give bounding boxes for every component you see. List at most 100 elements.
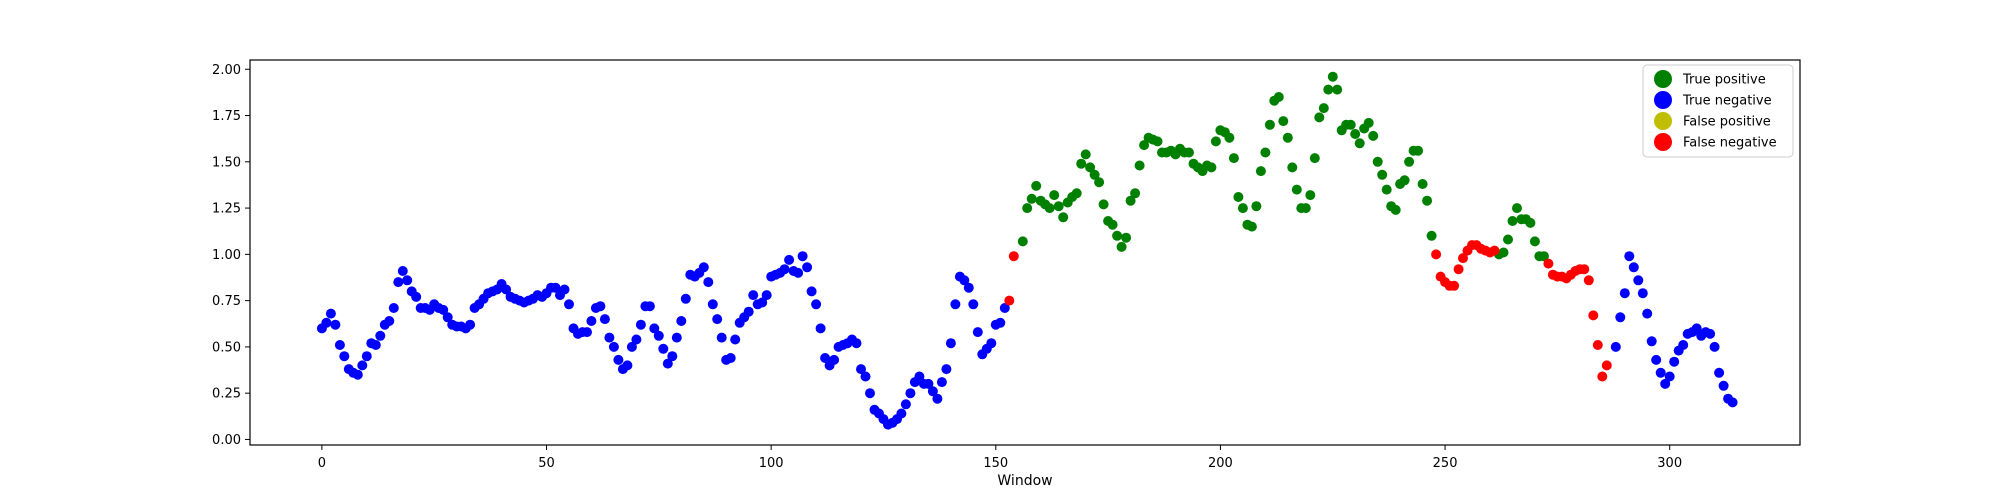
data-point-true-negative — [599, 314, 610, 325]
data-point-true-positive — [1332, 84, 1343, 95]
data-point-true-negative — [653, 330, 664, 341]
y-tick-label: 1.00 — [212, 248, 241, 263]
data-point-true-positive — [1372, 156, 1383, 167]
data-point-true-negative — [411, 291, 422, 302]
data-point-true-negative — [986, 338, 997, 349]
data-point-true-positive — [1022, 203, 1033, 214]
data-point-true-negative — [856, 364, 866, 375]
data-point-true-negative — [384, 316, 395, 326]
legend-label-true-positive: True positive — [1682, 73, 1766, 88]
data-point-true-negative — [330, 319, 341, 330]
data-point-true-negative — [325, 308, 336, 319]
data-point-true-positive — [1300, 203, 1311, 214]
data-point-false-negative — [1588, 310, 1599, 321]
data-point-true-positive — [1017, 236, 1028, 247]
data-point-true-positive — [1525, 217, 1536, 228]
x-tick-label: 100 — [759, 456, 784, 471]
plot-frame — [249, 59, 1801, 446]
data-point-true-positive — [1309, 153, 1320, 164]
data-point-true-positive — [1233, 192, 1244, 202]
data-point-false-negative — [1458, 253, 1468, 264]
data-point-true-positive — [1305, 190, 1316, 201]
data-point-true-negative — [757, 297, 768, 308]
data-point-true-negative — [995, 317, 1006, 328]
data-point-true-negative — [438, 304, 449, 315]
data-point-true-negative — [797, 251, 808, 262]
data-point-true-positive — [1134, 160, 1145, 171]
x-tick-label: 50 — [538, 456, 555, 471]
data-point-true-negative — [865, 388, 875, 399]
data-point-true-negative — [1691, 323, 1702, 334]
data-point-true-negative — [1646, 336, 1657, 347]
data-point-true-negative — [950, 299, 961, 310]
data-point-true-negative — [900, 399, 911, 410]
data-point-true-negative — [968, 299, 979, 310]
data-point-true-positive — [1417, 179, 1428, 189]
data-point-true-negative — [613, 354, 624, 365]
x-tick-label: 250 — [1433, 456, 1458, 471]
data-point-true-negative — [896, 408, 907, 419]
data-point-true-positive — [1327, 71, 1338, 82]
data-point-true-positive — [1210, 136, 1221, 147]
data-point-true-negative — [811, 299, 822, 310]
legend-label-true-negative: True negative — [1682, 94, 1772, 109]
data-point-true-negative — [626, 341, 637, 352]
data-point-true-negative — [779, 264, 790, 275]
data-point-true-negative — [339, 351, 350, 362]
data-point-true-negative — [1664, 371, 1675, 382]
data-point-true-negative — [370, 340, 381, 350]
data-point-true-negative — [725, 353, 736, 363]
data-point-false-negative — [1583, 275, 1594, 286]
data-point-true-positive — [1071, 188, 1082, 199]
data-point-true-positive — [1044, 203, 1055, 214]
data-point-true-positive — [1390, 204, 1401, 215]
x-axis-label: Window — [997, 473, 1052, 489]
data-point-true-positive — [1273, 92, 1284, 102]
data-point-true-positive — [1377, 169, 1388, 180]
data-point-true-negative — [936, 377, 947, 388]
data-point-true-positive — [1413, 145, 1424, 156]
x-axis-ticks: 0 50 100 150 200 250 300 — [318, 445, 1682, 471]
data-point-true-positive — [1085, 162, 1096, 173]
data-point-true-negative — [375, 330, 386, 341]
data-point-true-positive — [1228, 153, 1239, 164]
data-point-true-negative — [914, 371, 925, 382]
data-point-true-positive — [1345, 119, 1356, 130]
data-point-true-negative — [784, 254, 795, 265]
data-point-true-negative — [465, 319, 476, 330]
data-point-true-negative — [1642, 308, 1653, 319]
data-point-true-negative — [1651, 354, 1662, 365]
data-point-true-negative — [586, 316, 597, 326]
y-tick-label: 2.00 — [212, 63, 241, 78]
data-points — [316, 71, 1738, 430]
data-point-true-negative — [802, 262, 813, 273]
data-point-true-negative — [604, 332, 615, 343]
x-tick-label: 200 — [1208, 456, 1233, 471]
y-tick-label: 0.75 — [212, 294, 241, 309]
data-point-true-positive — [1260, 147, 1271, 158]
data-point-true-negative — [860, 371, 871, 382]
legend: True positive True negative False positive… — [1642, 64, 1794, 158]
data-point-true-positive — [1255, 166, 1266, 177]
data-point-true-positive — [1507, 216, 1518, 226]
legend-label-false-negative: False negative — [1683, 136, 1777, 151]
data-point-true-positive — [1237, 203, 1248, 214]
data-point-true-positive — [1278, 116, 1289, 127]
data-point-true-negative — [595, 301, 606, 312]
data-point-true-positive — [1139, 140, 1150, 151]
data-point-true-positive — [1224, 132, 1235, 143]
data-point-true-negative — [806, 286, 817, 297]
legend-frame — [1642, 64, 1794, 158]
data-point-true-negative — [793, 267, 804, 278]
data-point-true-negative — [393, 277, 404, 288]
data-point-true-positive — [1112, 230, 1123, 241]
data-point-true-negative — [361, 351, 372, 362]
data-point-true-negative — [703, 277, 714, 288]
data-point-false-negative — [1601, 360, 1612, 371]
data-point-true-positive — [1080, 149, 1091, 160]
data-point-true-negative — [357, 360, 368, 371]
data-point-true-negative — [564, 299, 574, 310]
data-point-true-negative — [658, 343, 669, 354]
legend-marker-false-negative — [1654, 133, 1672, 151]
data-point-true-negative — [1628, 262, 1639, 273]
